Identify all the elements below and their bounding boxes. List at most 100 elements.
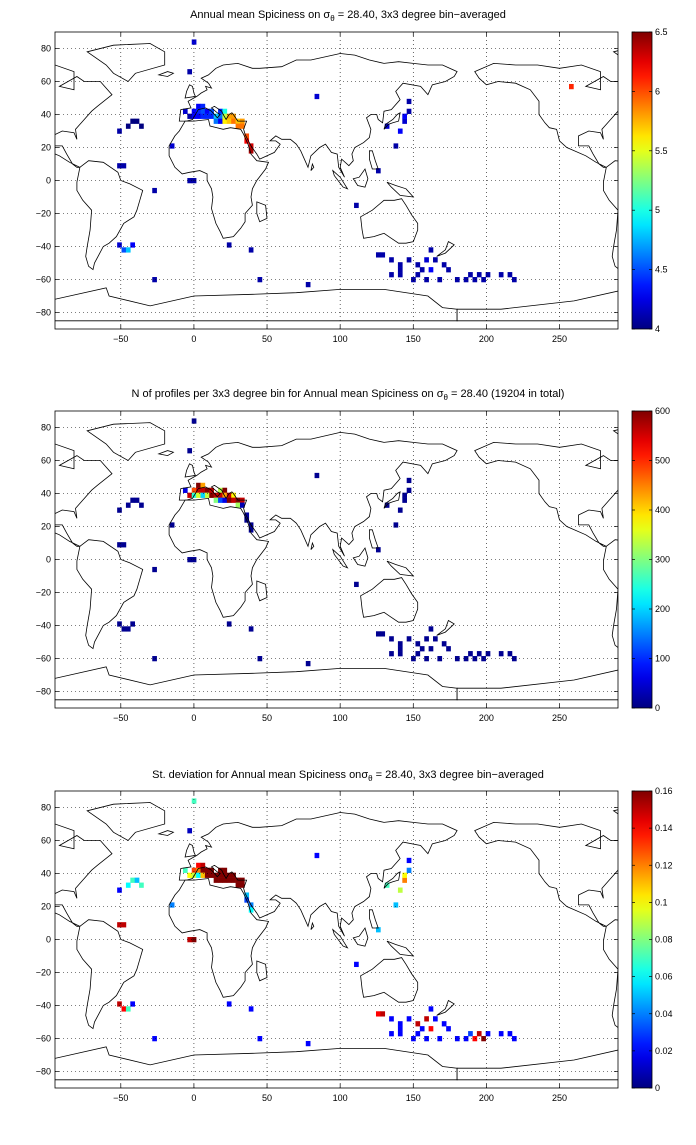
data-cell xyxy=(442,262,447,267)
data-cell xyxy=(398,267,403,272)
colorbar-tick-label: 5 xyxy=(655,205,660,215)
data-cell xyxy=(420,646,425,651)
data-cell xyxy=(231,878,236,883)
data-cell xyxy=(354,203,359,208)
colorbar-tick-label: 0.12 xyxy=(655,860,673,870)
colorbar-tick-label: 6 xyxy=(655,86,660,96)
data-cell xyxy=(354,962,359,967)
data-cell xyxy=(196,483,201,488)
coastline xyxy=(685,72,696,77)
data-cell xyxy=(218,119,223,124)
data-cell xyxy=(424,1036,429,1041)
data-cell xyxy=(424,277,429,282)
x-tick-label: 0 xyxy=(191,334,196,344)
x-tick-label: 100 xyxy=(333,713,348,723)
data-cell xyxy=(429,626,434,631)
data-cell xyxy=(126,883,131,888)
data-cell xyxy=(424,636,429,641)
x-tick-label: 0 xyxy=(191,713,196,723)
x-tick-label: 250 xyxy=(552,1093,567,1103)
data-cell xyxy=(135,498,140,503)
colorbar-tick-label: 600 xyxy=(655,406,670,416)
data-cell xyxy=(117,242,122,247)
x-tick-label: −50 xyxy=(113,1093,128,1103)
data-cell xyxy=(398,508,403,513)
data-cell xyxy=(227,498,232,503)
y-tick-label: 20 xyxy=(41,902,51,912)
data-cell xyxy=(130,242,135,247)
x-tick-label: 150 xyxy=(406,713,421,723)
data-cell xyxy=(477,272,482,277)
data-cell xyxy=(152,567,157,572)
data-cell xyxy=(117,163,122,168)
x-tick-label: 250 xyxy=(552,713,567,723)
data-cell xyxy=(152,188,157,193)
y-tick-label: −40 xyxy=(36,621,51,631)
y-tick-label: 20 xyxy=(41,522,51,532)
data-cell xyxy=(499,1031,504,1036)
chart-panel-2: N of profiles per 3x3 degree bin for Ann… xyxy=(0,388,696,723)
data-cell xyxy=(201,868,206,873)
data-cell xyxy=(442,1021,447,1026)
data-cell xyxy=(446,267,451,272)
data-cell xyxy=(398,888,403,893)
data-cell xyxy=(402,878,407,883)
x-tick-label: 250 xyxy=(552,334,567,344)
data-cell xyxy=(117,621,122,626)
data-cell xyxy=(407,109,412,114)
y-tick-label: −60 xyxy=(36,275,51,285)
colorbar-tick-label: 0 xyxy=(655,1083,660,1093)
data-cell xyxy=(389,1016,394,1021)
data-cell xyxy=(442,641,447,646)
data-cell xyxy=(122,247,127,252)
data-cell xyxy=(117,922,122,927)
data-cell xyxy=(499,272,504,277)
data-cell xyxy=(117,129,122,134)
coastline xyxy=(685,831,696,836)
y-tick-label: 40 xyxy=(41,489,51,499)
y-tick-label: −20 xyxy=(36,968,51,978)
data-cell xyxy=(227,242,232,247)
data-cell xyxy=(214,119,219,124)
data-cell xyxy=(126,503,131,508)
x-tick-label: 50 xyxy=(262,334,272,344)
data-cell xyxy=(433,1016,438,1021)
data-cell xyxy=(231,498,236,503)
coastline xyxy=(685,451,696,456)
x-tick-label: 50 xyxy=(262,1093,272,1103)
data-cell xyxy=(376,252,381,257)
data-cell xyxy=(196,114,201,119)
data-cell xyxy=(376,631,381,636)
y-tick-label: 0 xyxy=(46,555,51,565)
colorbar-tick-label: 0.02 xyxy=(655,1046,673,1056)
data-cell xyxy=(376,1011,381,1016)
data-cell xyxy=(236,124,241,129)
data-cell xyxy=(122,1006,127,1011)
data-cell xyxy=(135,878,140,883)
data-cell xyxy=(222,488,227,493)
data-cell xyxy=(508,1031,513,1036)
x-tick-label: 150 xyxy=(406,334,421,344)
data-cell xyxy=(429,247,434,252)
colorbar xyxy=(632,32,652,329)
colorbar-tick-label: 0 xyxy=(655,703,660,713)
data-cell xyxy=(446,1026,451,1031)
data-cell xyxy=(389,1031,394,1036)
data-cell xyxy=(424,656,429,661)
data-cell xyxy=(126,247,131,252)
data-cell xyxy=(126,124,131,129)
data-cell xyxy=(433,636,438,641)
y-tick-label: −20 xyxy=(36,209,51,219)
data-cell xyxy=(130,1001,135,1006)
data-cell xyxy=(218,878,223,883)
title-text-post: = 28.40, 3x3 degree bin−averaged xyxy=(335,9,506,21)
y-tick-label: −20 xyxy=(36,588,51,598)
data-cell xyxy=(222,109,227,114)
data-cell xyxy=(402,498,407,503)
chart-title: Annual mean Spiciness on σθ = 28.40, 3x3… xyxy=(190,9,506,23)
data-cell xyxy=(389,257,394,262)
data-cell xyxy=(394,522,399,527)
data-cell xyxy=(117,542,122,547)
data-cell xyxy=(398,646,403,651)
